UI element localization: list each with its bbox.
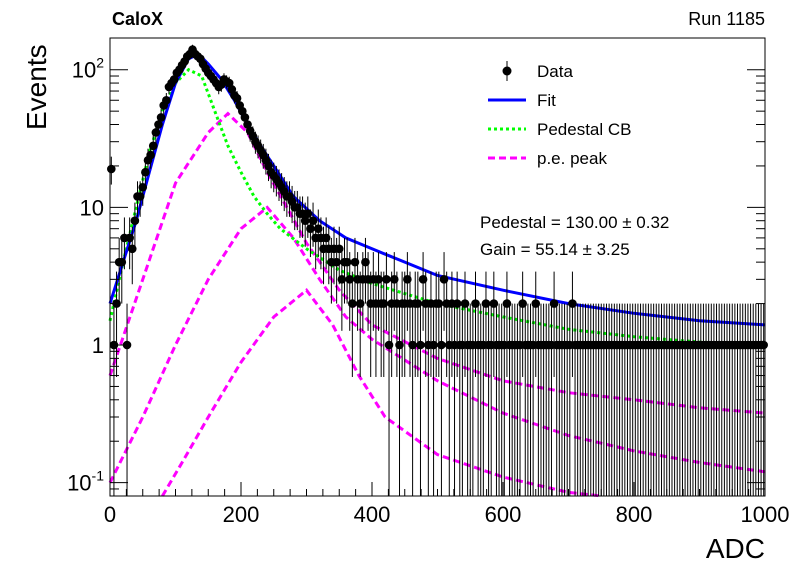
legend-label: p.e. peak <box>537 149 607 168</box>
y-tick-label: 10 <box>80 195 104 220</box>
data-points-layer <box>107 44 768 496</box>
data-point <box>437 340 446 350</box>
legend-label: Fit <box>537 91 556 110</box>
legend-label: Pedestal CB <box>537 120 632 139</box>
x-axis-label: ADC <box>706 533 765 564</box>
data-point <box>416 340 425 350</box>
run-label: Run 1185 <box>688 9 765 29</box>
legend-label: Data <box>537 62 573 81</box>
data-point <box>148 141 158 151</box>
pe-peak-curve-1 <box>108 111 766 415</box>
data-point <box>162 95 171 105</box>
pe-peak-curve-3 <box>161 288 602 498</box>
data-point <box>130 216 140 226</box>
x-tick-label: 1000 <box>741 502 790 527</box>
pedestal-annotation: Pedestal = 130.00 ± 0.32 <box>480 213 669 232</box>
data-point <box>107 164 116 174</box>
experiment-label: CaloX <box>112 9 163 29</box>
x-tick-label: 800 <box>616 502 653 527</box>
x-tick-label: 600 <box>485 502 522 527</box>
data-point <box>382 275 391 284</box>
y-tick-label: 102 <box>72 55 104 83</box>
data-point <box>334 244 344 254</box>
axes-layer: 0 200 400 600 800 1000 10-1 1 10 102 <box>67 55 789 527</box>
y-tick-label: 10-1 <box>67 468 104 496</box>
legend: Data Fit Pedestal CB p.e. peak <box>488 61 632 168</box>
y-axis-label: Events <box>21 44 52 130</box>
x-tick-label: 200 <box>223 502 260 527</box>
data-point <box>156 113 166 122</box>
x-tick-label: 0 <box>104 502 116 527</box>
x-tick-label: 400 <box>354 502 391 527</box>
gain-annotation: Gain = 55.14 ± 3.25 <box>480 240 630 259</box>
y-tick-label: 1 <box>92 333 104 358</box>
